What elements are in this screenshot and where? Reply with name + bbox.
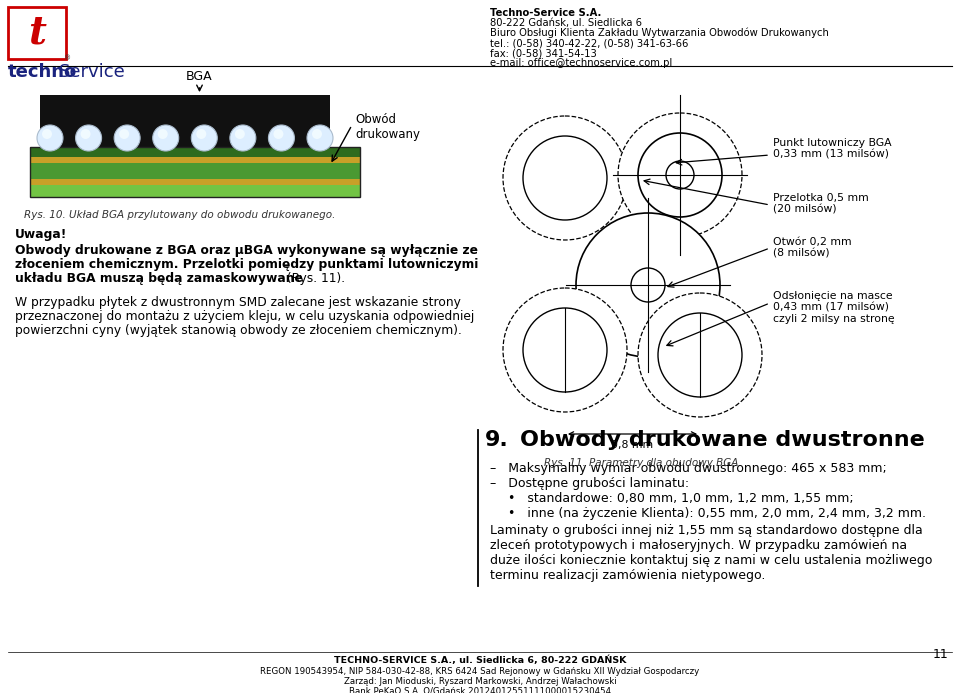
Bar bbox=[30, 147, 360, 157]
Text: (Rys. 11).: (Rys. 11). bbox=[283, 272, 346, 285]
Bar bbox=[30, 157, 360, 163]
Circle shape bbox=[114, 125, 140, 151]
Bar bbox=[82, 157, 96, 162]
Text: Obwód
drukowany: Obwód drukowany bbox=[355, 113, 420, 141]
Bar bbox=[30, 185, 360, 197]
Circle shape bbox=[666, 161, 694, 189]
Text: Uwaga!: Uwaga! bbox=[15, 228, 67, 241]
Text: Punkt lutowniczy BGA
0,33 mm (13 milsów): Punkt lutowniczy BGA 0,33 mm (13 milsów) bbox=[773, 138, 892, 159]
Text: tel.: (0-58) 340-42-22, (0-58) 341-63-66: tel.: (0-58) 340-42-22, (0-58) 341-63-66 bbox=[490, 38, 688, 48]
Bar bbox=[158, 157, 173, 162]
Text: Rys. 10. Układ BGA przylutowany do obwodu drukowanego.: Rys. 10. Układ BGA przylutowany do obwod… bbox=[24, 210, 336, 220]
Circle shape bbox=[119, 129, 130, 139]
Text: zleceń prototypowych i małoseryjnych. W przypadku zamówień na: zleceń prototypowych i małoseryjnych. W … bbox=[490, 539, 907, 552]
Circle shape bbox=[658, 313, 742, 397]
Circle shape bbox=[191, 125, 217, 151]
Text: Odsłonięcie na masce
0,43 mm (17 milsów)
czyli 2 milsy na stronę: Odsłonięcie na masce 0,43 mm (17 milsów)… bbox=[773, 291, 895, 324]
Circle shape bbox=[523, 136, 607, 220]
Bar bbox=[30, 179, 360, 185]
Circle shape bbox=[523, 308, 607, 392]
Text: e-mail: office@technoservice.com.pl: e-mail: office@technoservice.com.pl bbox=[490, 58, 672, 68]
Bar bbox=[30, 163, 360, 179]
Text: TECHNO-SERVICE S.A., ul. Siedlicka 6, 80-222 GDAŃSK: TECHNO-SERVICE S.A., ul. Siedlicka 6, 80… bbox=[334, 656, 626, 665]
Circle shape bbox=[638, 133, 722, 217]
Text: terminu realizacji zamówienia nietypowego.: terminu realizacji zamówienia nietypoweg… bbox=[490, 569, 765, 582]
Circle shape bbox=[274, 129, 283, 139]
Text: duże ilości koniecznie kontaktuj się z nami w celu ustalenia możliwego: duże ilości koniecznie kontaktuj się z n… bbox=[490, 554, 932, 567]
Bar bbox=[198, 157, 211, 162]
Circle shape bbox=[307, 125, 333, 151]
Text: t: t bbox=[28, 14, 46, 52]
Text: •   standardowe: 0,80 mm, 1,0 mm, 1,2 mm, 1,55 mm;: • standardowe: 0,80 mm, 1,0 mm, 1,2 mm, … bbox=[508, 492, 853, 505]
Circle shape bbox=[631, 268, 665, 302]
Text: ®: ® bbox=[64, 55, 72, 61]
Text: Bank PeKaO S.A. O/Gdańsk 20124012551111000015230454: Bank PeKaO S.A. O/Gdańsk 201240125511110… bbox=[348, 687, 612, 693]
Circle shape bbox=[235, 129, 245, 139]
Text: fax: (0-58) 341-54-13: fax: (0-58) 341-54-13 bbox=[490, 48, 597, 58]
Bar bbox=[236, 157, 250, 162]
Bar bbox=[30, 147, 360, 197]
Circle shape bbox=[269, 125, 295, 151]
Text: REGON 190543954, NIP 584-030-42-88, KRS 6424 Sad Rejonowy w Gdańsku XII Wydział : REGON 190543954, NIP 584-030-42-88, KRS … bbox=[260, 667, 700, 676]
Text: Obwody drukowane dwustronne: Obwody drukowane dwustronne bbox=[520, 430, 924, 450]
Circle shape bbox=[503, 288, 627, 412]
Text: Service: Service bbox=[59, 63, 126, 81]
Text: •   inne (na życzenie Klienta): 0,55 mm, 2,0 mm, 2,4 mm, 3,2 mm.: • inne (na życzenie Klienta): 0,55 mm, 2… bbox=[508, 507, 926, 520]
Circle shape bbox=[76, 125, 102, 151]
Text: 9.: 9. bbox=[485, 430, 509, 450]
Bar bbox=[8, 7, 66, 59]
Text: –   Maksymalny wymiar obwodu dwustronnego: 465 x 583 mm;: – Maksymalny wymiar obwodu dwustronnego:… bbox=[490, 462, 887, 475]
Circle shape bbox=[638, 293, 762, 417]
Text: techno: techno bbox=[8, 63, 77, 81]
Text: BGA: BGA bbox=[186, 70, 213, 83]
Circle shape bbox=[576, 213, 720, 357]
Circle shape bbox=[37, 125, 63, 151]
Text: Zarząd: Jan Mioduski, Ryszard Markowski, Andrzej Wałachowski: Zarząd: Jan Mioduski, Ryszard Markowski,… bbox=[344, 677, 616, 686]
Circle shape bbox=[229, 125, 256, 151]
Text: Rys. 11. Parametry dla obudowy BGA.: Rys. 11. Parametry dla obudowy BGA. bbox=[543, 458, 741, 468]
Bar bbox=[275, 157, 288, 162]
Text: 80-222 Gdańsk, ul. Siedlicka 6: 80-222 Gdańsk, ul. Siedlicka 6 bbox=[490, 18, 642, 28]
Text: 0,8 mm: 0,8 mm bbox=[612, 440, 654, 450]
Text: przeznaczonej do montażu z użyciem kleju, w celu uzyskania odpowiedniej: przeznaczonej do montażu z użyciem kleju… bbox=[15, 310, 474, 323]
Text: Przelotka 0,5 mm
(20 milsów): Przelotka 0,5 mm (20 milsów) bbox=[773, 193, 869, 215]
Circle shape bbox=[153, 125, 179, 151]
Text: 11: 11 bbox=[932, 648, 948, 661]
Circle shape bbox=[618, 113, 742, 237]
Text: Laminaty o grubości innej niż 1,55 mm są standardowo dostępne dla: Laminaty o grubości innej niż 1,55 mm są… bbox=[490, 524, 923, 537]
Text: Obwody drukowane z BGA oraz μBGA wykonywane są wyłącznie ze: Obwody drukowane z BGA oraz μBGA wykonyw… bbox=[15, 244, 478, 257]
Text: złoceniem chemicznym. Przelotki pomiędzy punktami lutowniczymi: złoceniem chemicznym. Przelotki pomiędzy… bbox=[15, 258, 478, 271]
Circle shape bbox=[503, 116, 627, 240]
Circle shape bbox=[42, 129, 52, 139]
Text: powierzchni cyny (wyjątek stanowią obwody ze złoceniem chemicznym).: powierzchni cyny (wyjątek stanowią obwod… bbox=[15, 324, 462, 337]
Bar bbox=[313, 157, 327, 162]
Bar bbox=[120, 157, 134, 162]
Text: układu BGA muszą będą zamaskowywane: układu BGA muszą będą zamaskowywane bbox=[15, 272, 302, 285]
Text: Techno-Service S.A.: Techno-Service S.A. bbox=[490, 8, 601, 18]
Bar bbox=[43, 157, 57, 162]
Bar bbox=[40, 95, 330, 147]
Circle shape bbox=[312, 129, 322, 139]
Circle shape bbox=[81, 129, 90, 139]
Circle shape bbox=[196, 129, 206, 139]
Text: W przypadku płytek z dwustronnym SMD zalecane jest wskazanie strony: W przypadku płytek z dwustronnym SMD zal… bbox=[15, 296, 461, 309]
Text: Otwór 0,2 mm
(8 milsów): Otwór 0,2 mm (8 milsów) bbox=[773, 237, 852, 258]
Text: –   Dostępne grubości laminatu:: – Dostępne grubości laminatu: bbox=[490, 477, 689, 490]
Text: Biuro Obsługi Klienta Zakładu Wytwarzania Obwodów Drukowanych: Biuro Obsługi Klienta Zakładu Wytwarzani… bbox=[490, 28, 828, 39]
Circle shape bbox=[157, 129, 168, 139]
